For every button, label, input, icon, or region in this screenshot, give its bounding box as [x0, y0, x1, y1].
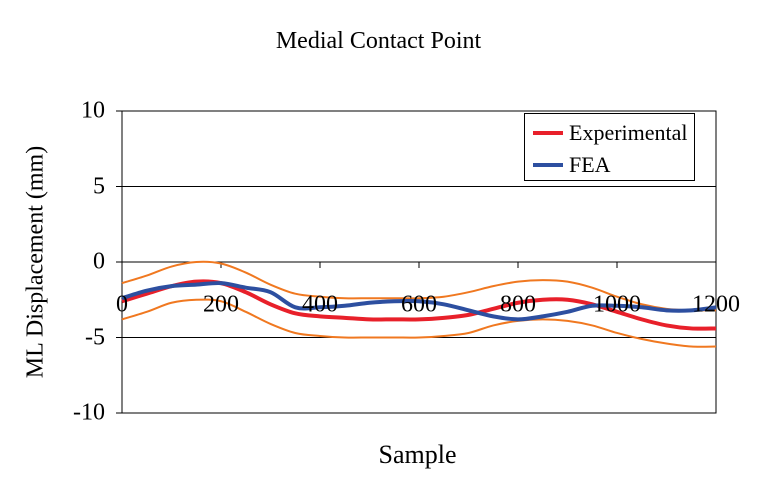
x-axis-label: Sample [378, 440, 457, 469]
y-tick-label: -10 [73, 399, 105, 426]
series-line-fea [121, 281, 717, 322]
y-tick-label: -5 [85, 324, 105, 350]
bound-line-2 [121, 298, 717, 348]
x-tick-label: 1000 [593, 291, 641, 318]
legend-swatch-experimental [533, 131, 563, 135]
y-axis-label: ML Displacement (mm) [22, 145, 49, 379]
x-tick-label: 200 [203, 291, 239, 318]
x-tick-label: 1200 [692, 291, 740, 318]
series-lines [121, 260, 717, 348]
legend-label-fea: FEA [569, 152, 611, 177]
legend: Experimental FEA [524, 113, 695, 181]
legend-item-experimental: Experimental [533, 120, 688, 146]
x-tick-label: 600 [401, 291, 437, 318]
legend-swatch-fea [533, 163, 563, 167]
chart-title: Medial Contact Point [275, 28, 482, 54]
x-tick-label: 800 [500, 291, 536, 318]
y-tick-label: 5 [93, 173, 105, 199]
legend-item-fea: FEA [533, 152, 611, 178]
bound-line-1 [121, 260, 717, 312]
y-tick-label: 10 [81, 97, 105, 124]
y-tick-label: 0 [93, 248, 105, 275]
x-tick-label: 0 [116, 291, 128, 318]
x-tick-label: 400 [302, 291, 338, 318]
legend-label-experimental: Experimental [569, 120, 688, 145]
